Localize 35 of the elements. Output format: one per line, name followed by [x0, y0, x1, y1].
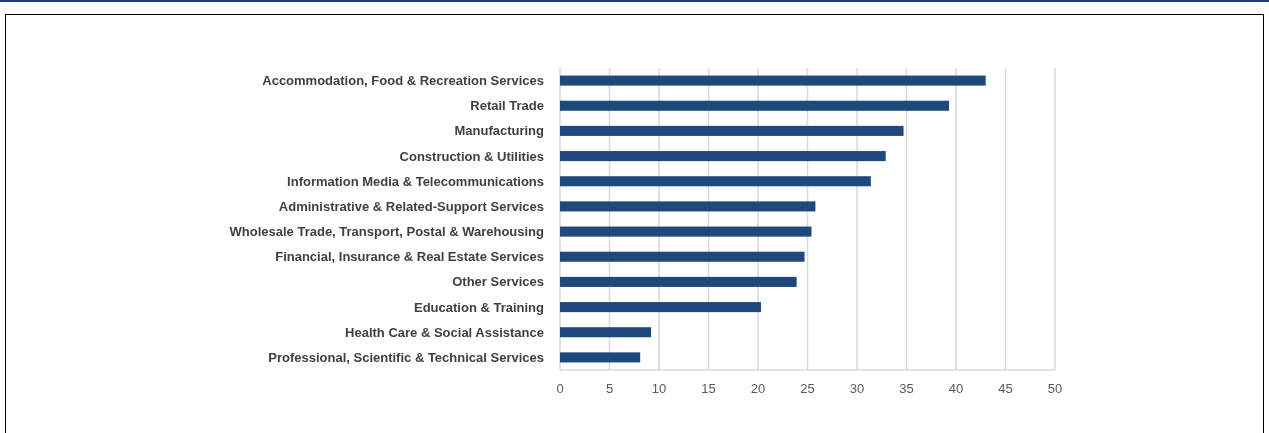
bar — [560, 100, 950, 111]
y-tick-label: Construction & Utilities — [399, 148, 544, 164]
x-tick-label: 15 — [701, 381, 716, 396]
x-tick-label: 30 — [849, 381, 865, 396]
bar — [560, 327, 652, 338]
y-tick-label: Wholesale Trade, Transport, Postal & Warehousing — [229, 224, 545, 240]
bar — [560, 276, 797, 287]
bar — [560, 302, 761, 313]
y-tick-label: Manufacturing — [454, 123, 545, 139]
x-tick-label: 5 — [605, 381, 614, 396]
bar — [560, 75, 986, 86]
x-tick-label: 0 — [556, 381, 564, 396]
y-tick-label: Accommodation, Food & Recreation Services — [262, 73, 544, 89]
x-tick-label: 50 — [1047, 381, 1063, 396]
bar — [560, 352, 641, 363]
bar — [560, 201, 816, 212]
bar — [560, 226, 812, 237]
x-tick-label: 20 — [750, 381, 766, 396]
y-tick-label: Professional, Scientific & Technical Services — [268, 349, 544, 365]
bar — [560, 176, 871, 187]
bar — [560, 151, 886, 162]
x-tick-label: 35 — [899, 381, 914, 396]
y-tick-label: Retail Trade — [470, 98, 544, 114]
x-tick-label: 25 — [800, 381, 815, 396]
y-tick-label: Information Media & Telecommunications — [287, 173, 544, 189]
bar — [560, 251, 805, 262]
y-tick-label: Financial, Insurance & Real Estate Services — [275, 249, 544, 265]
x-tick-label: 10 — [651, 381, 667, 396]
y-tick-label: Other Services — [452, 274, 544, 290]
x-tick-label: 40 — [948, 381, 964, 396]
x-tick-label: 45 — [998, 381, 1013, 396]
y-tick-label: Education & Training — [413, 299, 545, 315]
bar — [560, 125, 904, 136]
y-tick-label: Administrative & Related-Support Services — [278, 198, 544, 214]
y-tick-label: Health Care & Social Assistance — [345, 324, 544, 340]
